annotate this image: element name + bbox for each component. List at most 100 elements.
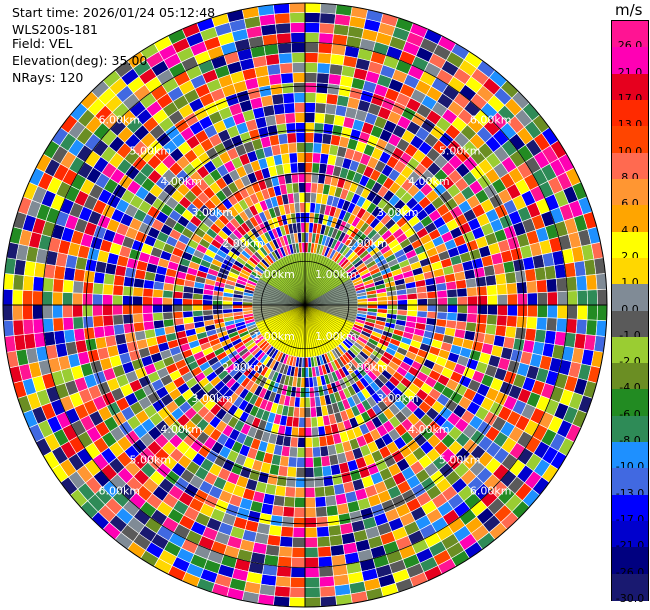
range-gate <box>437 304 448 313</box>
range-gate <box>506 304 518 317</box>
range-gate <box>435 282 448 292</box>
range-gate <box>446 312 458 322</box>
range-gate <box>122 304 134 315</box>
range-gate <box>93 271 106 285</box>
range-gate <box>297 162 306 173</box>
range-gate <box>289 12 306 24</box>
range-ring-label: 4.00km <box>160 423 202 436</box>
range-gate <box>299 397 306 408</box>
range-gate <box>318 435 328 448</box>
range-gate <box>274 585 291 598</box>
range-gate <box>295 476 306 488</box>
range-gate <box>526 292 538 306</box>
range-gate <box>92 282 104 295</box>
range-gate <box>72 280 85 294</box>
range-gate <box>304 546 319 558</box>
range-gate <box>494 272 507 286</box>
range-gate <box>534 328 547 344</box>
range-gate <box>123 322 135 334</box>
range-gate <box>102 314 114 327</box>
range-gate <box>102 304 114 316</box>
range-gate <box>486 304 498 316</box>
range-gate <box>324 103 338 116</box>
range-gate <box>473 266 486 279</box>
range-gate <box>274 484 287 497</box>
range-gate <box>73 327 86 342</box>
range-gate <box>304 556 320 568</box>
range-gate <box>316 72 330 85</box>
range-gate <box>456 312 468 323</box>
range-gate <box>321 465 333 477</box>
range-gate <box>576 289 588 306</box>
range-gate <box>456 296 468 306</box>
range-gate <box>296 152 306 163</box>
range-gate <box>330 53 345 66</box>
range-gate <box>304 72 318 84</box>
range-gate <box>595 273 607 291</box>
range-gate <box>312 446 322 458</box>
range-gate <box>285 476 297 488</box>
range-gate <box>437 297 448 306</box>
range-gate <box>282 506 295 518</box>
range-gate <box>304 122 315 134</box>
range-gate <box>446 288 458 298</box>
range-gate <box>516 304 528 317</box>
range-gate <box>92 304 104 317</box>
range-gate <box>265 544 280 557</box>
ray-gates-layer <box>2 2 608 608</box>
range-gate <box>62 291 74 306</box>
range-gate <box>192 298 203 306</box>
range-gate <box>504 325 517 339</box>
range-gate <box>281 82 295 94</box>
range-ring-label: 6.00km <box>99 485 141 498</box>
range-gate <box>285 122 297 134</box>
range-gate <box>304 62 319 74</box>
range-gate <box>290 42 306 54</box>
range-gate <box>304 82 317 94</box>
ppi-velocity-plot: 1.00km 1.00km 1.00km 1.00km 2.00km 2.00km 2.00… <box>2 2 608 608</box>
range-gate <box>279 143 290 155</box>
range-gate <box>12 289 24 306</box>
range-gate <box>52 317 65 332</box>
range-gate <box>192 310 204 318</box>
range-gate <box>299 202 306 213</box>
range-gate <box>566 290 578 306</box>
range-gate <box>152 304 163 314</box>
range-gate <box>417 304 428 312</box>
range-gate <box>275 22 292 35</box>
range-gate <box>82 281 94 295</box>
range-gate <box>289 162 299 174</box>
range-gate <box>524 268 537 283</box>
range-gate <box>313 132 324 144</box>
range-gate <box>142 296 154 306</box>
range-gate <box>556 304 568 320</box>
range-gate <box>514 326 527 341</box>
range-gate <box>22 289 34 306</box>
range-gate <box>575 318 588 335</box>
range-gate <box>82 315 94 329</box>
range-gate <box>295 466 306 478</box>
range-gate <box>103 272 116 286</box>
range-gate <box>317 52 332 65</box>
range-gate <box>12 274 25 291</box>
range-gate <box>484 274 497 287</box>
range-gate <box>304 466 315 478</box>
range-gate <box>12 304 24 321</box>
range-gate <box>476 304 488 315</box>
range-gate <box>310 416 319 428</box>
range-gate <box>92 293 104 306</box>
range-gate <box>304 22 321 34</box>
range-gate <box>546 304 558 319</box>
range-gate <box>304 12 321 24</box>
range-gate <box>304 566 320 578</box>
range-gate <box>298 192 306 203</box>
range-gate <box>565 276 578 292</box>
range-gate <box>133 321 145 333</box>
range-gate <box>295 122 306 134</box>
range-ring-label: 1.00km <box>253 268 295 281</box>
range-gate <box>42 277 55 293</box>
range-gate <box>496 294 508 306</box>
range-gate <box>304 92 317 104</box>
range-gate <box>304 2 322 14</box>
range-gate <box>314 102 327 114</box>
